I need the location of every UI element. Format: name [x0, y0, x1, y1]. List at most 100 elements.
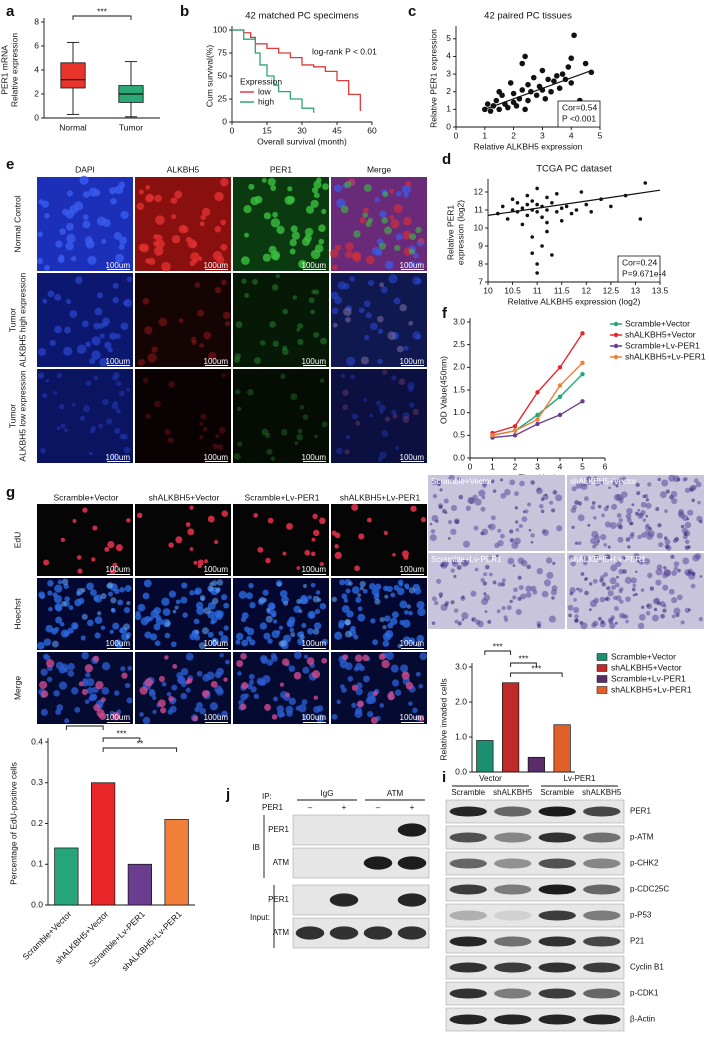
cell: [268, 245, 277, 254]
cell: [430, 529, 436, 534]
cell: [321, 208, 327, 215]
cell: [614, 606, 619, 611]
cell: [342, 389, 349, 396]
cell: [501, 606, 506, 611]
cell: [219, 427, 226, 434]
cell: [298, 259, 307, 269]
cell: [142, 592, 150, 600]
cell: [472, 494, 478, 501]
point: [535, 210, 539, 214]
cell: [313, 695, 319, 700]
cell: [119, 433, 126, 440]
cell: [405, 585, 410, 590]
scale-label: 100um: [106, 357, 131, 366]
cell: [644, 529, 650, 535]
cell: [168, 590, 177, 598]
cell: [453, 608, 459, 613]
cell: [616, 575, 619, 579]
cell: [495, 554, 499, 558]
cell: [75, 276, 83, 284]
cell: [600, 533, 607, 541]
cell: [637, 622, 645, 630]
cell: [691, 571, 696, 576]
cell: [377, 328, 384, 335]
cell: [171, 235, 181, 244]
cell: [240, 653, 247, 660]
cell: [359, 580, 366, 588]
lane-label: shALKBH5: [582, 788, 622, 797]
cell: [46, 659, 55, 668]
cell: [550, 589, 558, 596]
scale-label: 100um: [204, 639, 229, 648]
cell: [98, 423, 104, 429]
cell: [382, 632, 392, 641]
cell: [55, 240, 63, 248]
blot: [445, 981, 625, 1006]
cell: [513, 537, 521, 545]
cell: [615, 560, 622, 567]
point: [507, 80, 514, 86]
cell: [519, 480, 525, 487]
cell: [38, 199, 44, 205]
cell: [245, 592, 253, 600]
cell: [599, 596, 606, 603]
cell: [474, 567, 479, 572]
cell: [289, 238, 297, 247]
cell: [43, 559, 50, 566]
cell: [289, 248, 296, 255]
blot: [445, 1007, 625, 1032]
cell: [645, 523, 650, 528]
bar: [127, 863, 152, 906]
cell: [60, 629, 70, 638]
cell: [148, 257, 156, 266]
band-label: p-CHK2: [630, 859, 659, 868]
cell: [615, 484, 619, 488]
point: [530, 74, 537, 81]
cell: [76, 344, 87, 355]
band: [494, 858, 532, 869]
cell: [604, 521, 611, 528]
x-tick-label: 10.5: [504, 285, 521, 295]
y-tick-label: 50: [218, 70, 228, 80]
point: [545, 76, 551, 83]
cell: [363, 184, 372, 192]
cell: [346, 356, 356, 366]
group-label: Lv-PER1: [563, 774, 596, 783]
cell: [331, 713, 338, 720]
cell: [47, 579, 54, 587]
cell: [574, 614, 579, 619]
cell: [377, 358, 383, 365]
cell: [671, 597, 678, 604]
cell: [665, 489, 670, 494]
cell: [312, 513, 318, 519]
scale-label: 100um: [106, 261, 131, 270]
cell: [144, 631, 152, 639]
cell: [202, 426, 208, 432]
band: [295, 926, 325, 940]
cell: [343, 598, 349, 603]
cell: [110, 452, 118, 460]
cell: [66, 233, 76, 244]
cell: [500, 478, 504, 482]
y-tick-label: 0.3: [31, 777, 43, 787]
cell: [58, 681, 68, 690]
cell: [204, 559, 208, 564]
point: [579, 190, 584, 194]
cell: [175, 536, 183, 544]
cell: [142, 297, 150, 305]
cell: [503, 615, 508, 620]
cell: [168, 542, 174, 548]
cell: [95, 681, 104, 690]
cell: [552, 561, 556, 565]
cell: [645, 610, 651, 616]
cell: [571, 525, 575, 529]
lane-label: shALKBH5: [493, 788, 533, 797]
cell: [577, 541, 582, 545]
panel-letter: i: [442, 769, 446, 786]
cell: [69, 310, 78, 318]
cell: [171, 214, 177, 220]
cell: [408, 320, 414, 326]
cell: [319, 561, 324, 567]
cell: [272, 340, 279, 347]
cell: [417, 607, 426, 617]
